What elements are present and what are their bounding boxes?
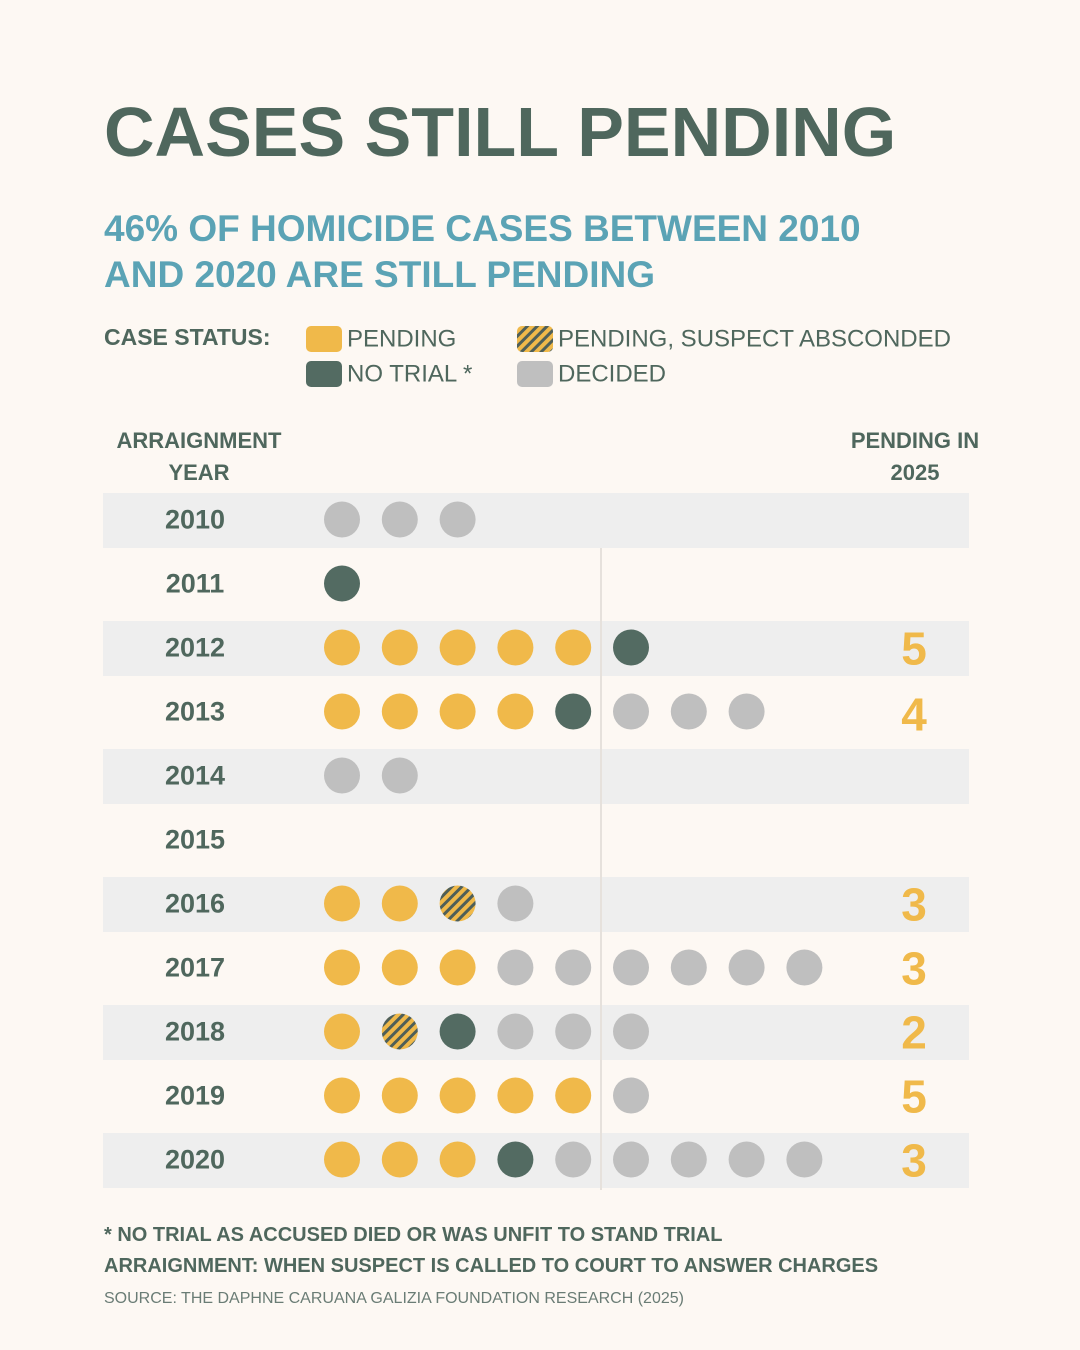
case-dot — [381, 501, 418, 538]
case-dot — [613, 949, 649, 986]
pending-count: 5 — [901, 623, 927, 675]
year-label: 2018 — [165, 1017, 225, 1047]
legend-label: CASE STATUS: — [104, 324, 271, 350]
legend-swatch — [517, 361, 553, 387]
case-dot — [324, 501, 360, 538]
case-dot — [728, 693, 765, 730]
row-band — [103, 877, 969, 932]
case-dot — [497, 629, 534, 666]
pending-count: 3 — [901, 879, 927, 931]
case-dot — [381, 949, 418, 986]
case-dot — [324, 1141, 360, 1178]
pending-count: 3 — [901, 1135, 927, 1187]
footnote: * NO TRIAL AS ACCUSED DIED OR WAS UNFIT … — [104, 1224, 723, 1246]
year-label: 2010 — [165, 505, 225, 535]
subtitle: 46% OF HOMICIDE CASES BETWEEN 2010 AND 2… — [104, 208, 861, 295]
case-dot — [497, 885, 534, 922]
case-dot — [439, 885, 476, 922]
title: CASES STILL PENDING — [104, 93, 897, 171]
case-dot — [786, 1141, 823, 1178]
case-dot — [439, 949, 476, 986]
case-dot — [324, 1013, 360, 1050]
case-dot — [497, 1141, 534, 1178]
legend-label: DECIDED — [558, 360, 666, 387]
column-header: PENDING IN 2025 — [850, 428, 980, 485]
legend-label: PENDING, SUSPECT ABSCONDED — [558, 325, 951, 352]
case-dot — [439, 1077, 476, 1114]
case-dot — [439, 501, 476, 538]
case-dot — [324, 565, 360, 602]
case-dot — [381, 757, 418, 794]
year-label: 2016 — [165, 889, 225, 919]
source: SOURCE: THE DAPHNE CARUANA GALIZIA FOUND… — [104, 1290, 684, 1307]
row-band — [103, 493, 969, 548]
case-dot — [670, 949, 707, 986]
case-dot — [555, 1141, 592, 1178]
row-band — [103, 621, 969, 676]
case-dot — [728, 1141, 765, 1178]
year-label: 2019 — [165, 1081, 225, 1111]
case-dot — [439, 1013, 476, 1050]
row-band — [103, 1005, 969, 1060]
case-dot — [381, 1141, 418, 1178]
case-dot — [439, 1141, 476, 1178]
year-label: 2014 — [165, 761, 225, 791]
case-dot — [497, 1013, 534, 1050]
pending-count: 4 — [901, 689, 927, 741]
case-dot — [324, 1077, 360, 1114]
pending-count: 3 — [901, 943, 927, 995]
case-dot — [324, 629, 360, 666]
legend-label: NO TRIAL * — [347, 360, 472, 387]
case-dot — [381, 693, 418, 730]
case-dot — [786, 949, 823, 986]
case-dot — [728, 949, 765, 986]
case-dot — [381, 1077, 418, 1114]
case-dot — [324, 949, 360, 986]
case-dot — [324, 885, 360, 922]
case-dot — [555, 1013, 592, 1050]
case-dot — [439, 629, 476, 666]
case-dot — [555, 949, 592, 986]
legend-label: PENDING — [347, 325, 456, 352]
case-dot — [381, 1013, 418, 1050]
case-dot — [613, 1141, 649, 1178]
case-dot — [324, 757, 360, 794]
row-band — [103, 749, 969, 804]
case-dot — [613, 629, 649, 666]
case-dot — [497, 949, 534, 986]
case-dot — [497, 1077, 534, 1114]
year-label: 2011 — [166, 569, 225, 599]
case-dot — [439, 693, 476, 730]
row-band — [103, 1133, 969, 1188]
year-label: 2015 — [165, 825, 225, 855]
year-label: 2013 — [165, 697, 225, 727]
case-dot — [670, 693, 707, 730]
case-dot — [613, 693, 649, 730]
case-dot — [497, 693, 534, 730]
case-dot — [324, 693, 360, 730]
column-header: ARRAIGNMENT YEAR — [116, 428, 282, 485]
case-dot — [381, 629, 418, 666]
year-label: 2017 — [165, 953, 225, 983]
legend-swatch — [306, 361, 342, 387]
case-dot — [555, 629, 592, 666]
legend-swatch — [306, 326, 342, 352]
year-label: 2020 — [165, 1145, 225, 1175]
case-dot — [381, 885, 418, 922]
case-dot — [670, 1141, 707, 1178]
pending-count: 5 — [901, 1071, 927, 1123]
case-dot — [555, 1077, 592, 1114]
year-label: 2012 — [165, 633, 225, 663]
case-dot — [555, 693, 592, 730]
case-dot — [613, 1077, 649, 1114]
legend-swatch — [517, 326, 553, 352]
footnote: ARRAIGNMENT: WHEN SUSPECT IS CALLED TO C… — [104, 1255, 879, 1277]
case-dot — [613, 1013, 649, 1050]
pending-count: 2 — [901, 1007, 927, 1059]
